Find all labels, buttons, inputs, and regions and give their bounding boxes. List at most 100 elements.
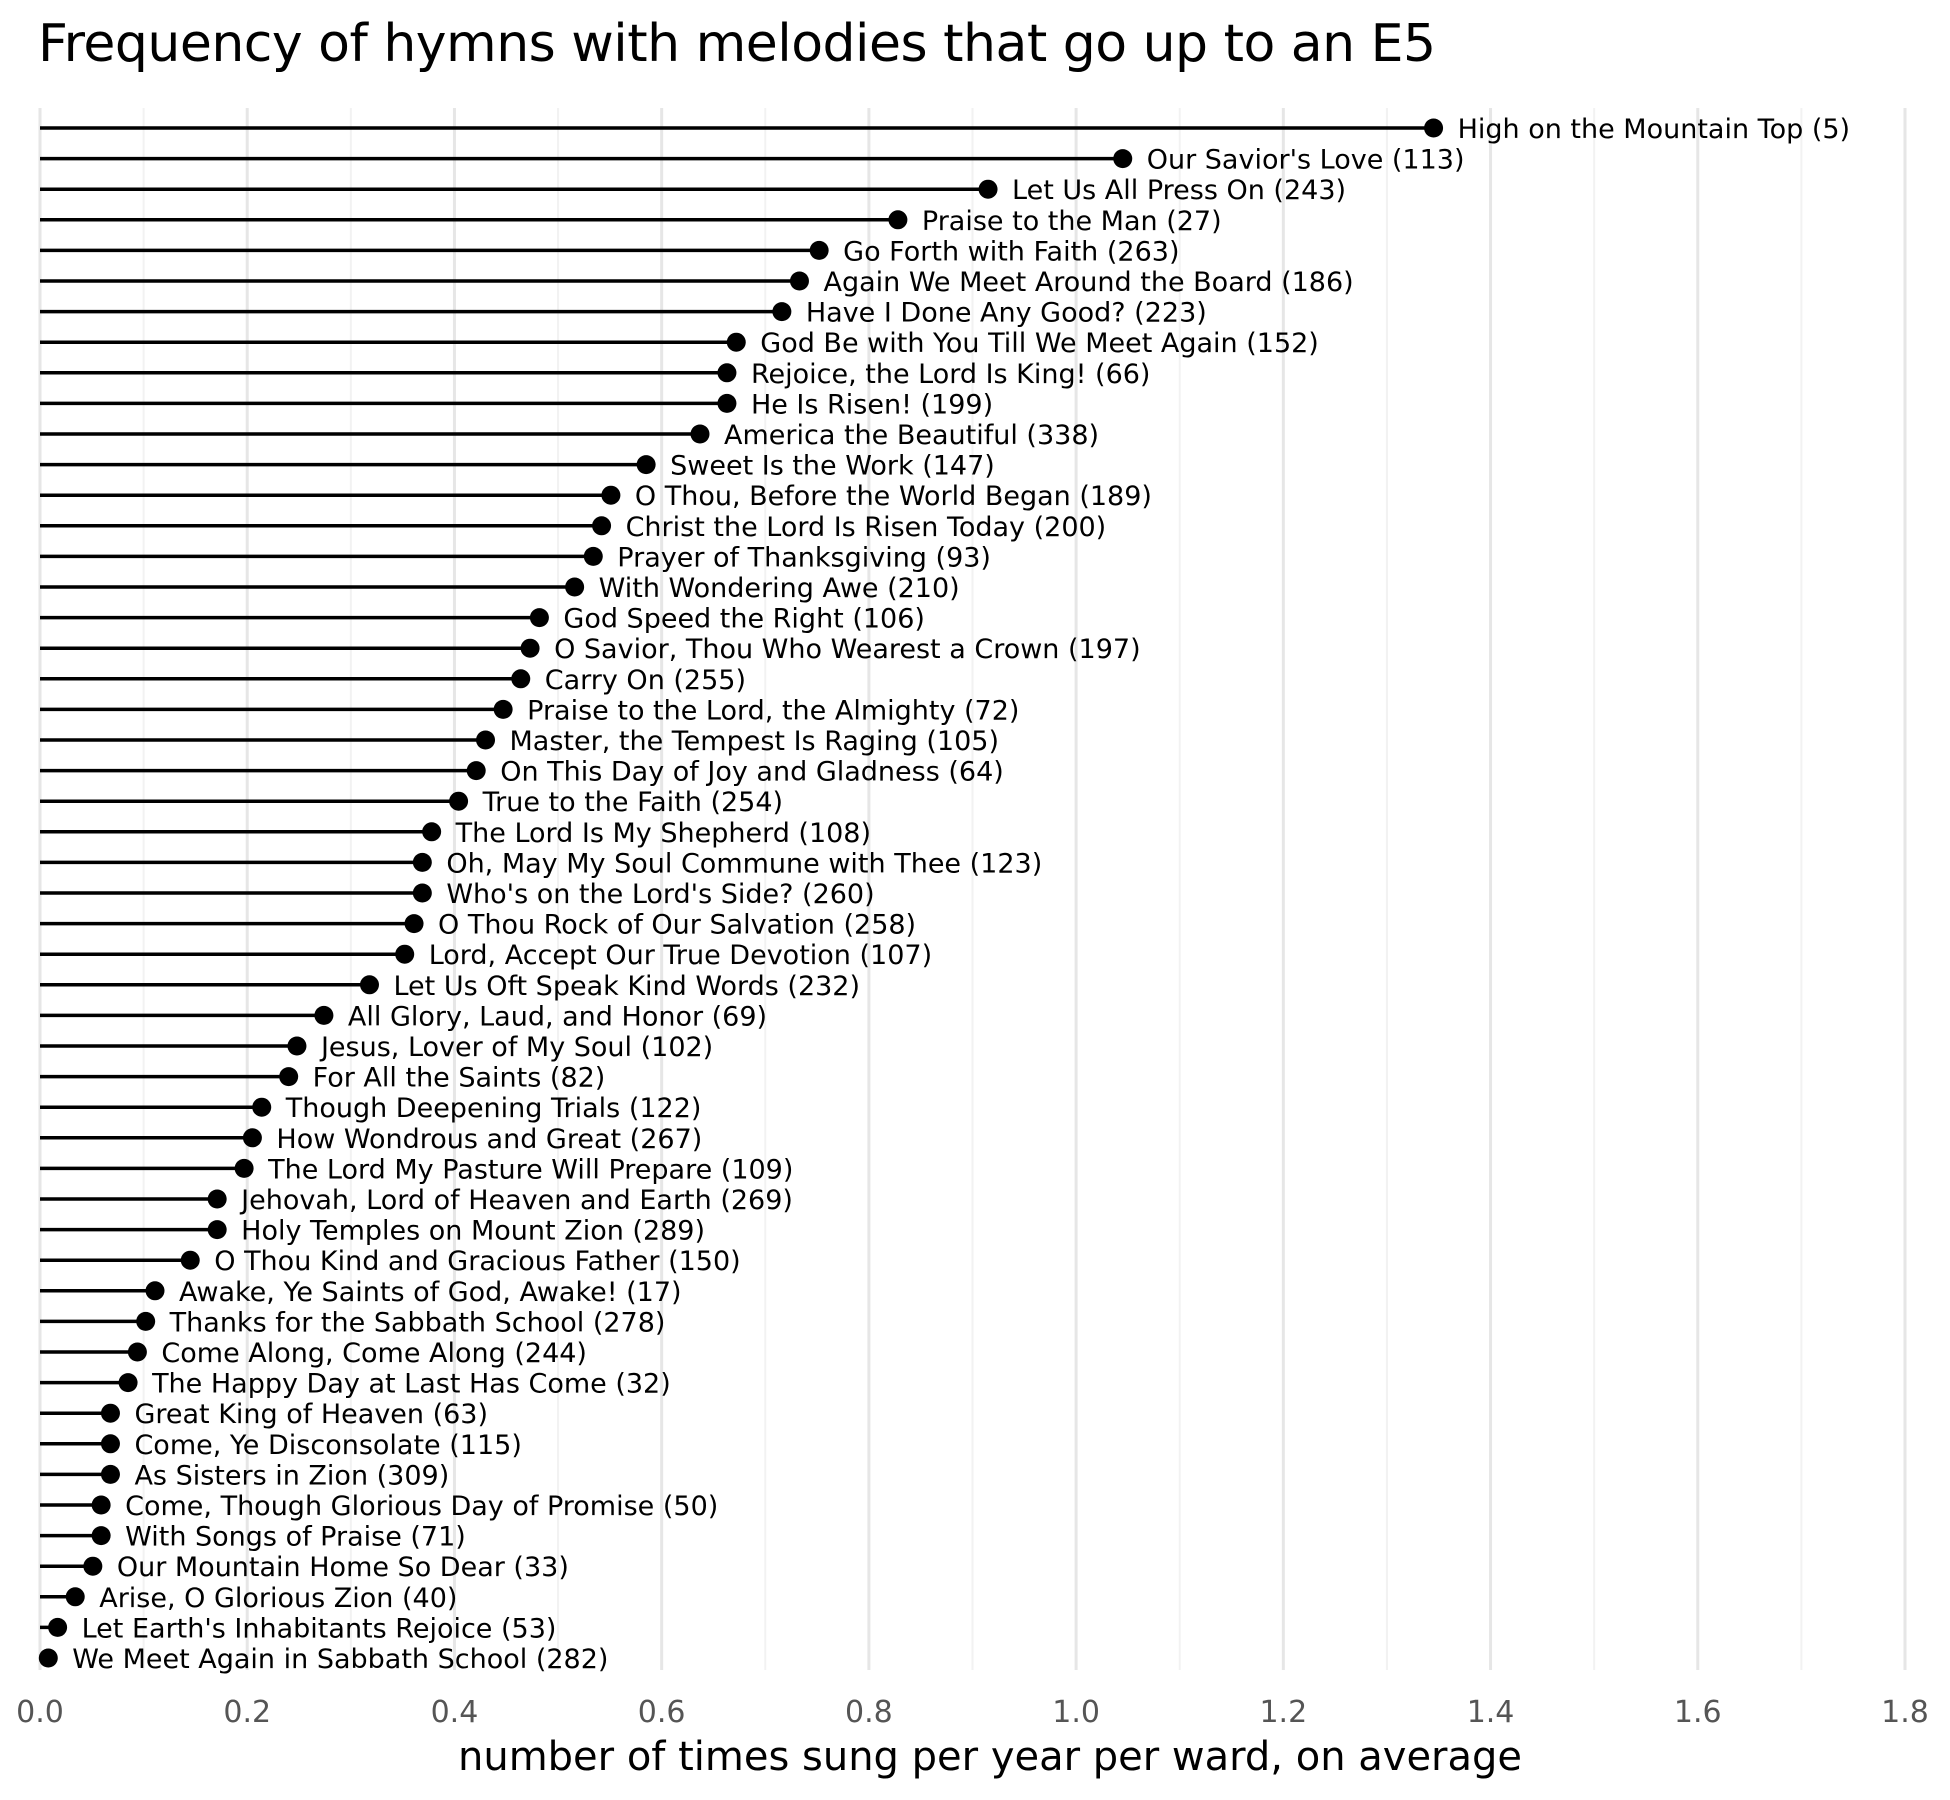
hymn-label: Thanks for the Sabbath School (278) <box>169 1307 666 1338</box>
lollipop-dot <box>529 608 549 628</box>
lollipop-dot <box>100 1403 120 1423</box>
hymn-label: Arise, O Glorious Zion (40) <box>99 1583 457 1614</box>
hymn-label: Though Deepening Trials (122) <box>285 1093 702 1124</box>
hymn-label: High on the Mountain Top (5) <box>1458 114 1851 145</box>
lollipop-dot <box>207 1220 227 1240</box>
hymn-label: Awake, Ye Saints of God, Awake! (17) <box>179 1277 682 1308</box>
x-axis-tick-labels: 0.0 0.2 0.4 0.6 0.8 1.0 1.2 1.4 1.6 1.8 <box>16 1695 1929 1730</box>
x-tick-label: 0.4 <box>431 1695 479 1730</box>
hymn-label: O Savior, Thou Who Wearest a Crown (197) <box>554 634 1141 665</box>
x-tick-label: 1.4 <box>1467 1695 1515 1730</box>
lollipop-dot <box>100 1434 120 1454</box>
lollipop-dot <box>520 638 540 658</box>
lollipop-dot <box>234 1158 254 1178</box>
lollipop-dot <box>395 944 415 964</box>
x-tick-label: 0.6 <box>638 1695 686 1730</box>
hymn-label: God Be with You Till We Meet Again (152) <box>760 328 1319 359</box>
x-axis-title: number of times sung per year per ward, … <box>458 1734 1522 1780</box>
lollipop-dot <box>789 271 809 291</box>
lollipop-dot <box>726 332 746 352</box>
lollipop-dot <box>422 822 442 842</box>
hymn-label: O Thou Kind and Gracious Father (150) <box>214 1246 740 1277</box>
lollipop-dot <box>493 699 513 719</box>
hymn-label: Have I Done Any Good? (223) <box>806 298 1207 329</box>
hymn-label: With Songs of Praise (71) <box>125 1522 466 1553</box>
hymn-label: Praise to the Man (27) <box>922 206 1222 237</box>
lollipop-dot <box>48 1617 68 1637</box>
lollipop-dot <box>38 1648 58 1668</box>
lollipop-dot <box>717 393 737 413</box>
hymn-label: Praise to the Lord, the Almighty (72) <box>527 695 1019 726</box>
lollipop-dot <box>888 210 908 230</box>
hymn-label: Christ the Lord Is Risen Today (200) <box>626 512 1107 543</box>
lollipop-dot <box>279 1067 299 1087</box>
lollipop-dot <box>65 1587 85 1607</box>
lollipop-dot <box>583 546 603 566</box>
hymn-label: Come Along, Come Along (244) <box>161 1338 587 1369</box>
hymn-label: With Wondering Awe (210) <box>599 573 960 604</box>
hymn-label: Carry On (255) <box>545 665 746 696</box>
hymn-label: All Glory, Laud, and Honor (69) <box>348 1001 767 1032</box>
hymn-label: The Lord My Pasture Will Prepare (109) <box>267 1154 793 1185</box>
hymn-label: Who's on the Lord's Side? (260) <box>446 879 874 910</box>
x-tick-label: 1.2 <box>1259 1695 1307 1730</box>
lollipop-dot <box>242 1128 262 1148</box>
chart-title: Frequency of hymns with melodies that go… <box>38 14 1436 74</box>
lollipop-dot <box>592 516 612 536</box>
hymn-label: The Lord Is My Shepherd (108) <box>455 818 871 849</box>
hymn-label: O Thou, Before the World Began (189) <box>635 481 1152 512</box>
lollipop-dot <box>511 669 531 689</box>
hymn-label: Come, Ye Disconsolate (115) <box>134 1430 521 1461</box>
lollipop-dot <box>412 883 432 903</box>
hymn-label: O Thou Rock of Our Salvation (258) <box>438 910 916 941</box>
x-tick-label: 0.0 <box>16 1695 64 1730</box>
hymn-label: Our Savior's Love (113) <box>1147 145 1465 176</box>
lollipop-dot <box>404 914 424 934</box>
hymn-label: Jesus, Lover of My Soul (102) <box>319 1032 713 1063</box>
lollipop-dot <box>100 1464 120 1484</box>
lollipop-dot <box>636 455 656 475</box>
hymn-label: Master, the Tempest Is Raging (105) <box>510 726 999 757</box>
lollipop-dot <box>690 424 710 444</box>
lollipop-dot <box>91 1495 111 1515</box>
hymn-label: America the Beautiful (338) <box>724 420 1099 451</box>
hymn-label: Come, Though Glorious Day of Promise (50… <box>125 1491 718 1522</box>
lollipop-dot <box>565 577 585 597</box>
lollipop-dot <box>772 302 792 322</box>
lollipop-dot <box>412 852 432 872</box>
hymn-label: As Sisters in Zion (309) <box>134 1460 449 1491</box>
lollipop-dot <box>601 485 621 505</box>
lollipop-dot <box>83 1556 103 1576</box>
lollipop-dots <box>38 118 1444 1668</box>
x-tick-label: 1.6 <box>1674 1695 1722 1730</box>
hymn-label: Prayer of Thanksgiving (93) <box>617 542 991 573</box>
lollipop-dot <box>809 240 829 260</box>
lollipop-dot <box>476 730 496 750</box>
x-tick-label: 0.2 <box>223 1695 271 1730</box>
hymn-label: Great King of Heaven (63) <box>134 1399 488 1430</box>
lollipop-dot <box>1424 118 1444 138</box>
hymn-label: For All the Saints (82) <box>313 1063 606 1094</box>
hymn-label: Sweet Is the Work (147) <box>670 451 995 482</box>
hymn-label: Our Mountain Home So Dear (33) <box>117 1552 569 1583</box>
lollipop-dot <box>207 1189 227 1209</box>
hymn-labels: High on the Mountain Top (5)Our Savior's… <box>72 114 1850 1675</box>
lollipop-dot <box>717 363 737 383</box>
lollipop-dot <box>145 1281 165 1301</box>
hymn-label: On This Day of Joy and Gladness (64) <box>500 757 1004 788</box>
lollipop-dot <box>118 1373 138 1393</box>
hymn-label: Holy Temples on Mount Zion (289) <box>241 1216 705 1247</box>
lollipop-dot <box>252 1097 272 1117</box>
hymn-label: Again We Meet Around the Board (186) <box>823 267 1353 298</box>
lollipop-dot <box>314 1005 334 1025</box>
lollipop-dot <box>136 1311 156 1331</box>
lollipop-dot <box>1113 149 1133 169</box>
hymn-label: He Is Risen! (199) <box>751 389 993 420</box>
lollipop-dot <box>180 1250 200 1270</box>
lollipop-dot <box>359 975 379 995</box>
lollipop-dot <box>466 761 486 781</box>
hymn-label: How Wondrous and Great (267) <box>276 1124 702 1155</box>
lollipop-stems <box>40 126 1434 1660</box>
hymn-label: Lord, Accept Our True Devotion (107) <box>429 940 932 971</box>
